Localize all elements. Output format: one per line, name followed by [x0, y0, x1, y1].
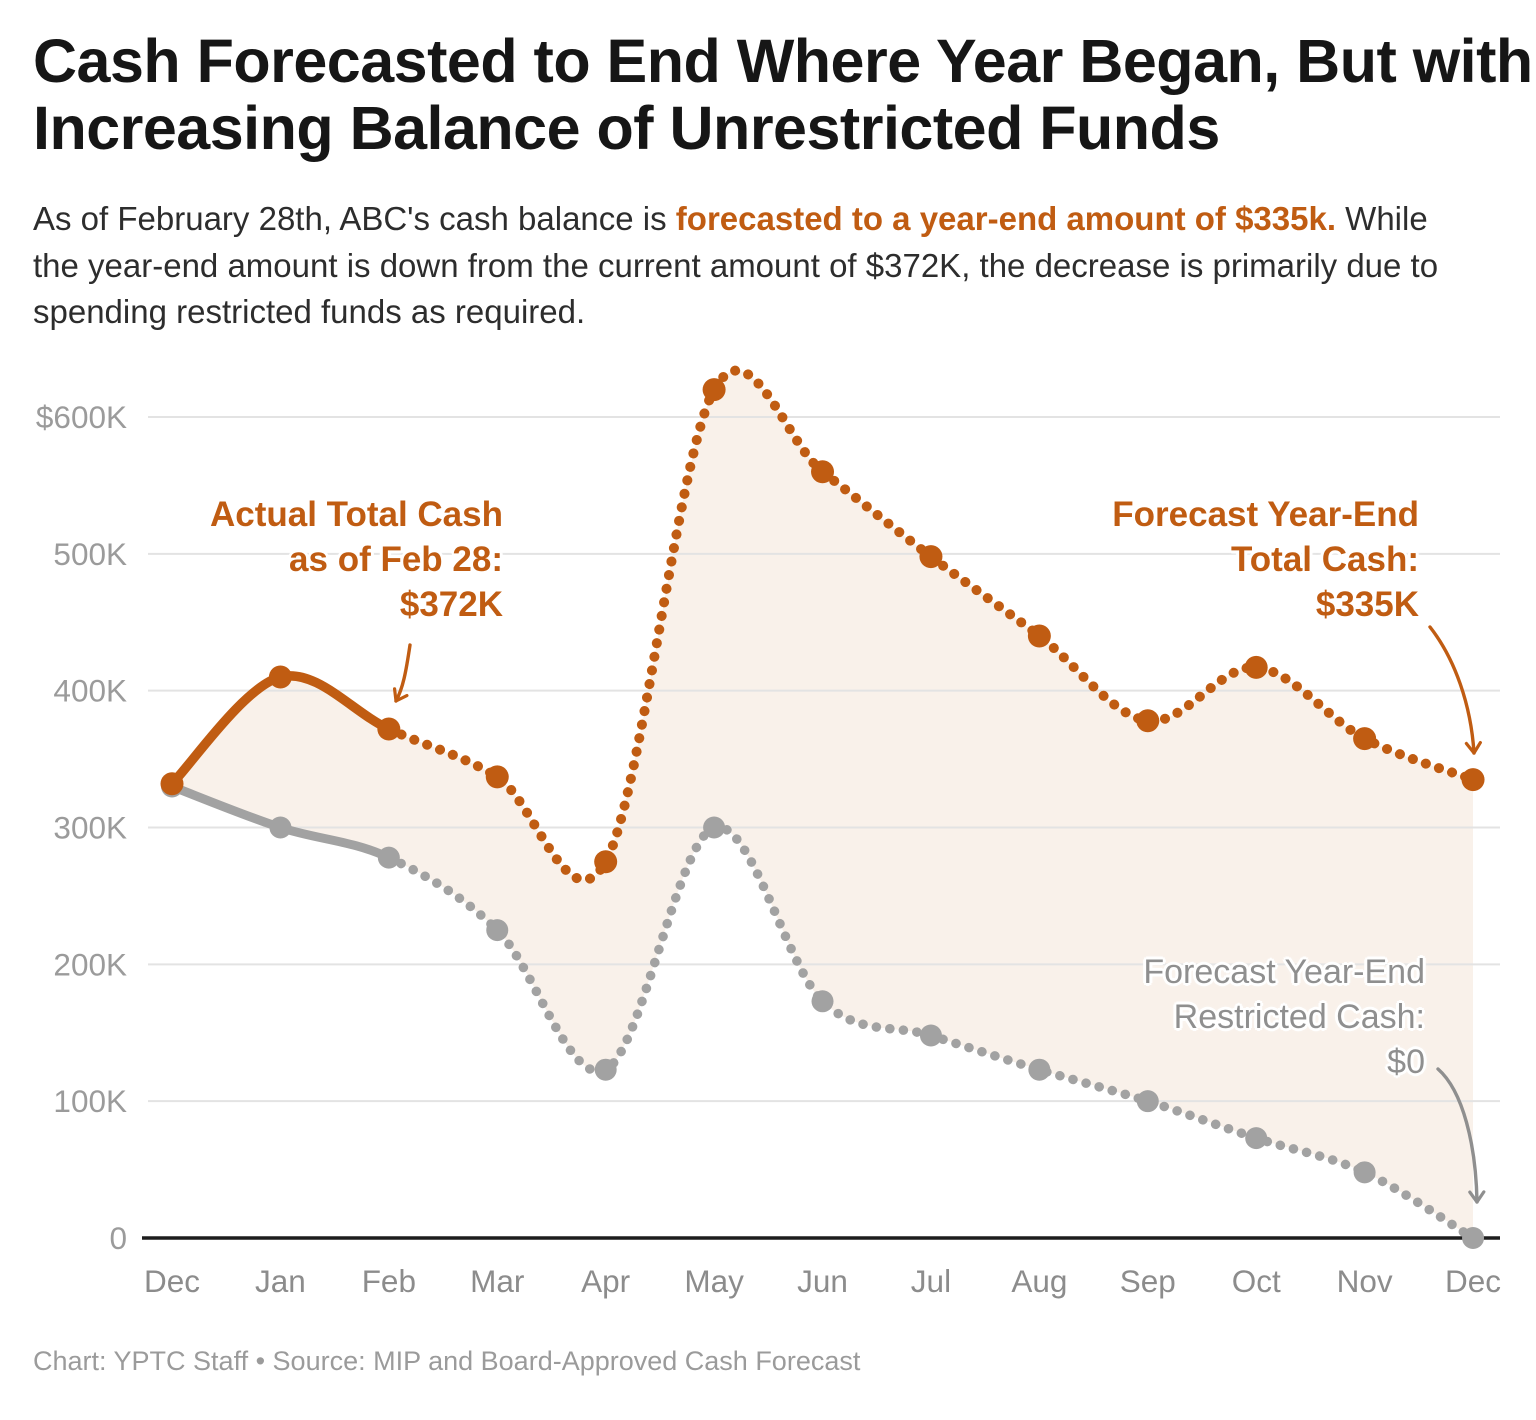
total-cash-point-Mar-3 — [485, 765, 509, 789]
annotation-actual-total-cash: Actual Total Cash as of Feb 28: $372K — [210, 492, 503, 627]
annotation-forecast-year-end-restricted-cash: Forecast Year-End Restricted Cash: $0 — [1143, 950, 1425, 1085]
x-axis-label-Jan-1: Jan — [255, 1263, 306, 1299]
restricted-cash-point-Dec-12 — [1462, 1227, 1485, 1249]
y-axis-label-200K: 200K — [53, 946, 127, 982]
x-axis-label-Apr-4: Apr — [581, 1263, 630, 1299]
total-cash-point-May-5 — [702, 378, 726, 402]
restricted-cash-point-Sep-9 — [1136, 1090, 1159, 1113]
y-axis-label-500K: 500K — [53, 536, 127, 572]
total-cash-point-Feb-2 — [377, 717, 401, 741]
arrow-forecast-restricted-cash — [1436, 1067, 1486, 1204]
total-cash-point-Dec-12 — [1461, 768, 1485, 792]
restricted-cash-point-Oct-10 — [1245, 1127, 1268, 1150]
x-axis-label-Aug-8: Aug — [1011, 1263, 1067, 1299]
total-cash-point-Oct-10 — [1244, 655, 1268, 679]
x-axis-label-Sep-9: Sep — [1120, 1263, 1176, 1299]
total-cash-point-Jan-1 — [268, 665, 292, 689]
subtitle-text: While the year-end amount is down from t… — [33, 200, 1439, 330]
total-cash-point-Sep-9 — [1136, 709, 1160, 733]
y-axis-label-0: 0 — [109, 1220, 127, 1256]
chart-title-line: Increasing Balance of Unrestricted Funds — [33, 94, 1220, 162]
x-axis-label-Oct-10: Oct — [1232, 1263, 1281, 1299]
annotation-line: Actual Total Cash — [209, 495, 503, 534]
y-axis-label-100K: 100K — [53, 1083, 127, 1119]
arrow-actual-total-cash — [392, 643, 412, 703]
annotation-line: $335K — [1315, 585, 1419, 624]
total-cash-point-Jun-6 — [811, 460, 835, 484]
annotation-forecast-year-end-total-cash: Forecast Year-End Total Cash: $335K — [1112, 492, 1419, 627]
y-axis-label-300K: 300K — [53, 810, 127, 846]
restricted-cash-point-Feb-2 — [377, 846, 400, 869]
annotation-line: $0 — [1387, 1043, 1425, 1081]
restricted-cash-forecast-dotted-line — [384, 822, 1478, 1243]
x-axis-label-Nov-11: Nov — [1337, 1263, 1393, 1299]
total-cash-point-Dec-0 — [160, 772, 184, 796]
x-axis-label-May-5: May — [684, 1263, 744, 1299]
x-axis-label-Jul-7: Jul — [911, 1263, 951, 1299]
y-axis-label-600K: $600K — [36, 399, 127, 435]
x-axis-label-Feb-2: Feb — [362, 1263, 416, 1299]
x-axis-label-Jun-6: Jun — [797, 1263, 848, 1299]
restricted-cash-point-Nov-11 — [1353, 1161, 1376, 1184]
restricted-cash-point-Jan-1 — [269, 816, 292, 839]
chart-title: Cash Forecasted to End Where Year Began,… — [33, 28, 1533, 162]
restricted-cash-point-May-5 — [703, 816, 726, 839]
restricted-cash-point-Mar-3 — [486, 919, 509, 942]
annotation-line: as of Feb 28: — [289, 540, 503, 579]
y-axis-label-400K: 400K — [53, 673, 127, 709]
restricted-cash-point-Apr-4 — [594, 1058, 617, 1081]
chart-credit: Chart: YPTC Staff • Source: MIP and Boar… — [33, 1346, 861, 1376]
chart-subtitle: As of February 28th, ABC's cash balance … — [33, 196, 1471, 336]
restricted-cash-point-Jun-6 — [811, 990, 834, 1013]
total-cash-point-Apr-4 — [594, 850, 618, 874]
annotation-line: Forecast Year-End — [1112, 495, 1419, 534]
annotation-line: $372K — [399, 585, 503, 624]
subtitle-highlight: forecasted to a year-end amount of $335k… — [675, 200, 1337, 237]
chart-title-line: Cash Forecasted to End Where Year Began,… — [33, 27, 1533, 95]
x-axis-label-Mar-3: Mar — [470, 1263, 524, 1299]
total-cash-point-Jul-7 — [919, 545, 943, 569]
arrow-forecast-total-cash — [1428, 625, 1482, 755]
x-axis-label-Dec-12: Dec — [1445, 1263, 1501, 1299]
x-axis-label-Dec-0: Dec — [144, 1263, 200, 1299]
annotation-line: Total Cash: — [1231, 540, 1419, 579]
total-cash-point-Aug-8 — [1027, 624, 1051, 648]
subtitle-text: As of February 28th, ABC's cash balance … — [33, 200, 676, 237]
annotation-line: Restricted Cash: — [1173, 998, 1425, 1036]
restricted-cash-point-Aug-8 — [1028, 1058, 1051, 1081]
total-cash-point-Nov-11 — [1353, 727, 1377, 751]
annotation-line: Forecast Year-End — [1143, 953, 1425, 991]
unrestricted-funds-area — [172, 370, 1473, 1238]
restricted-cash-point-Jul-7 — [919, 1024, 942, 1047]
